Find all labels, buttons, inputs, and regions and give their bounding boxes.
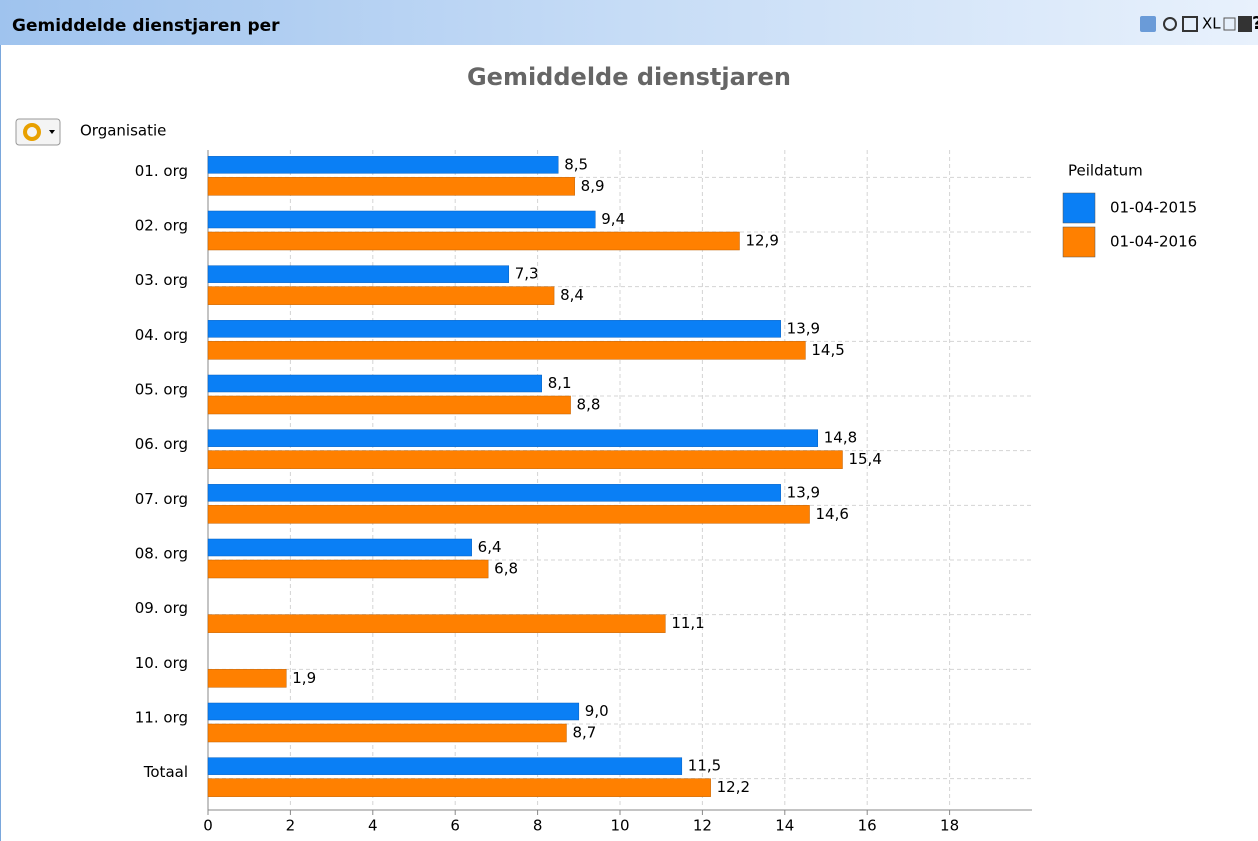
y-tick-label: 11. org [135, 709, 188, 727]
value-label: 1,9 [292, 669, 316, 687]
bar [207, 505, 810, 524]
value-label: 9,4 [601, 210, 625, 228]
excel-icon[interactable]: XL [1202, 15, 1221, 33]
bar [207, 177, 575, 196]
header-title: Gemiddelde dienstjaren per [12, 16, 280, 36]
x-tick-label: 16 [858, 817, 877, 835]
bar [207, 559, 489, 579]
legend-label: 01-04-2016 [1110, 233, 1197, 251]
value-label: 14,5 [811, 341, 844, 359]
bar [207, 265, 510, 283]
x-tick-label: 4 [368, 817, 378, 835]
bar [207, 395, 571, 415]
value-label: 14,8 [824, 429, 857, 447]
bar [207, 723, 567, 743]
legend-label: 01-04-2015 [1110, 199, 1197, 217]
value-label: 8,5 [564, 155, 588, 173]
y-tick-label: 08. org [135, 545, 188, 563]
toolbar: XL ? [1140, 13, 1258, 34]
y-tick-label: 07. org [135, 490, 188, 508]
value-label: 11,5 [688, 757, 721, 775]
print-icon[interactable] [1182, 16, 1198, 32]
x-tick-label: 0 [203, 817, 213, 835]
bar [207, 231, 740, 251]
legend-swatch [1062, 226, 1096, 258]
value-label: 8,1 [548, 374, 572, 392]
help-icon[interactable]: ? [1252, 13, 1258, 34]
value-label: 13,9 [787, 319, 820, 337]
value-label: 8,8 [577, 396, 601, 414]
value-label: 8,9 [581, 177, 605, 195]
y-tick-label: 02. org [135, 217, 188, 235]
bar [207, 210, 596, 229]
x-tick-label: 18 [940, 817, 959, 835]
bar [207, 286, 555, 305]
bar [207, 374, 542, 393]
y-axis-title: Organisatie [80, 122, 166, 140]
legend-title: Peildatum [1068, 162, 1143, 180]
refresh-icon [23, 123, 41, 141]
bar [207, 757, 683, 775]
chart-title: Gemiddelde dienstjaren [467, 63, 791, 91]
bar [207, 450, 843, 469]
dropdown-arrow [49, 130, 55, 134]
copy-icon[interactable] [1223, 17, 1236, 31]
y-tick-label: 10. org [135, 654, 188, 672]
value-label: 12,9 [745, 232, 778, 250]
bar [207, 156, 559, 174]
value-label: 15,4 [848, 450, 881, 468]
value-label: 13,9 [787, 483, 820, 501]
bar [207, 702, 580, 721]
edit-icon[interactable] [1163, 17, 1177, 31]
y-tick-label: 04. org [135, 326, 188, 344]
x-tick-label: 8 [533, 817, 543, 835]
legend-swatch [1062, 192, 1096, 224]
value-label: 11,1 [671, 614, 704, 632]
value-label: 6,4 [478, 538, 502, 556]
value-label: 8,7 [572, 724, 596, 742]
value-label: 9,0 [585, 702, 609, 720]
value-label: 6,8 [494, 560, 518, 578]
value-label: 14,6 [816, 505, 849, 523]
value-label: 8,4 [560, 286, 584, 304]
bar [207, 669, 287, 688]
bar [207, 538, 472, 557]
y-tick-label: 01. org [135, 162, 188, 180]
bar [207, 341, 806, 360]
y-tick-label: 03. org [135, 271, 188, 289]
bar [207, 320, 781, 338]
header-bar [0, 0, 1258, 45]
bar [207, 778, 711, 797]
y-tick-label: 09. org [135, 599, 188, 617]
bar [207, 429, 819, 447]
value-label: 7,3 [515, 265, 539, 283]
x-tick-label: 10 [610, 817, 629, 835]
x-tick-label: 6 [450, 817, 460, 835]
y-tick-label: Totaal [143, 763, 188, 781]
x-tick-label: 14 [775, 817, 794, 835]
export-icon[interactable] [1140, 16, 1156, 32]
bar [207, 484, 781, 502]
value-label: 12,2 [717, 778, 750, 796]
frame-icon[interactable] [1238, 16, 1252, 32]
y-tick-label: 06. org [135, 435, 188, 453]
y-tick-label: 05. org [135, 381, 188, 399]
x-tick-label: 2 [286, 817, 296, 835]
bar [207, 614, 666, 633]
x-tick-label: 12 [693, 817, 712, 835]
